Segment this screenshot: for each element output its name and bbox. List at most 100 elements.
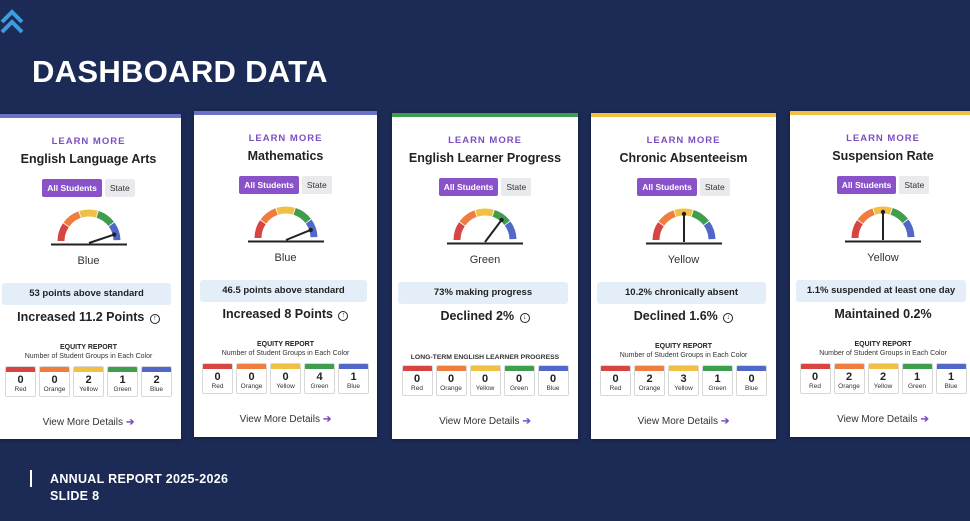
gauge-segment [857,208,875,224]
equity-count: 4 [316,371,323,383]
learn-more-link[interactable]: LEARN MORE [51,136,126,147]
card-title: Chronic Absenteeism [619,151,748,165]
gauge-segment [254,220,266,239]
equity-color-box: 1 Blue [935,363,967,394]
equity-count: 1 [947,371,955,383]
card-title: English Language Arts [20,152,157,166]
footer-divider [30,470,32,487]
gauge-segment [492,210,510,226]
change-text: Increased 8 Points [222,307,333,321]
tab-all-students[interactable]: All Students [42,179,102,197]
equity-color-box: 0 Orange [39,366,70,397]
learn-more-link[interactable]: LEARN MORE [448,135,522,146]
up-circle-icon: ↑ [338,311,349,321]
equity-color-label: Blue [546,385,560,392]
metric-value: 10.2% chronically absent [597,282,766,304]
dashboard-card: LEARN MORE Suspension Rate All Students … [790,111,970,437]
equity-count: 0 [413,373,421,385]
equity-count: 2 [85,374,92,386]
metric-value: 73% making progress [398,282,568,304]
learn-more-link[interactable]: LEARN MORE [846,133,920,144]
tab-state[interactable]: State [301,176,332,194]
equity-color-box: 0 Blue [736,365,767,396]
equity-count: 1 [350,371,357,383]
equity-count: 2 [646,373,653,385]
gauge-needle-tip [499,217,504,223]
equity-count: 0 [17,374,24,386]
equity-count: 0 [748,373,755,385]
tab-all-students[interactable]: All Students [836,176,897,194]
change-status: Increased 11.2 Points ↑ [0,310,181,324]
change-text: Maintained 0.2% [834,307,932,321]
change-status: Maintained 0.2% [790,307,970,321]
arrow-right-icon: ➔ [920,414,929,425]
equity-color-box: 4 Green [304,363,335,394]
equity-color-box: 0 Orange [236,363,267,394]
equity-color-row: 0 Red 2 Orange 3 Yellow 1 Green 0 Blue [591,365,776,396]
gauge-needle-tip [681,211,686,217]
view-more-details-link[interactable]: View More Details ➔ [392,416,578,427]
equity-report-subtitle: Number of Student Groups in Each Color [24,353,153,360]
equity-color-box: 0 Red [799,363,831,394]
equity-color-box: 2 Orange [634,365,665,396]
tab-state[interactable]: State [699,178,730,196]
equity-report-title: EQUITY REPORT [654,343,713,350]
equity-color-label: Red [809,383,821,390]
view-more-details-link[interactable]: View More Details ➔ [790,414,970,425]
tab-all-students[interactable]: All Students [239,176,299,194]
equity-color-box: 0 Red [401,365,433,396]
gauge-needle-tip [880,209,886,215]
tab-all-students[interactable]: All Students [637,178,697,196]
equity-color-label: Blue [744,385,758,392]
equity-count: 2 [879,371,887,383]
tab-state[interactable]: State [104,179,135,197]
equity-color-box: 3 Yellow [668,365,699,396]
equity-color-label: Yellow [475,385,495,392]
view-more-label: View More Details [42,417,123,428]
equity-color-box: 2 Blue [141,366,172,397]
learn-more-link[interactable]: LEARN MORE [646,135,721,146]
gauge-segment [890,208,908,224]
equity-count: 0 [447,373,455,385]
metric-value: 1.1% suspended at least one day [796,280,966,302]
performance-level: Yellow [667,254,700,266]
gauge-segment [63,211,81,227]
equity-report-subtitle: Number of Student Groups in Each Color [221,350,350,357]
gauge-segment [453,222,465,241]
equity-count: 0 [282,371,289,383]
gauge-segment [690,210,709,226]
equity-color-label: Blue [149,386,163,393]
equity-color-label: Orange [43,386,66,393]
equity-color-box: 0 Red [202,363,233,394]
footer-slide-number: SLIDE 8 [50,489,100,503]
dashboard-card: LEARN MORE English Learner Progress All … [392,113,578,439]
card-title: Mathematics [247,149,324,163]
gauge-segment [275,206,295,215]
learn-more-link[interactable]: LEARN MORE [248,133,323,144]
view-more-details-link[interactable]: View More Details ➔ [591,416,776,427]
footer-report-title: ANNUAL REPORT 2025-2026 [50,472,229,486]
equity-color-label: Blue [944,383,958,390]
arrow-right-icon: ➔ [323,414,332,425]
performance-gauge [645,208,722,245]
change-text: Declined 2% [440,309,515,323]
gauge-needle [484,219,503,243]
equity-count: 0 [481,373,489,385]
equity-count: 0 [612,373,619,385]
tab-all-students[interactable]: All Students [438,178,499,196]
equity-color-label: Blue [346,383,360,390]
tab-state[interactable]: State [501,178,532,196]
view-more-details-link[interactable]: View More Details ➔ [194,414,377,425]
equity-color-box: 0 Yellow [469,365,501,396]
tab-state[interactable]: State [899,176,930,194]
equity-color-box: 2 Yellow [73,366,104,397]
equity-count: 0 [51,374,58,386]
equity-color-label: Yellow [674,385,693,392]
gauge-segment [652,222,664,241]
equity-count: 1 [119,374,126,386]
equity-count: 0 [811,371,819,383]
view-more-details-link[interactable]: View More Details ➔ [0,417,181,428]
equity-color-box: 1 Green [702,365,733,396]
view-more-label: View More Details [637,416,718,427]
equity-color-box: 0 Green [503,365,535,396]
